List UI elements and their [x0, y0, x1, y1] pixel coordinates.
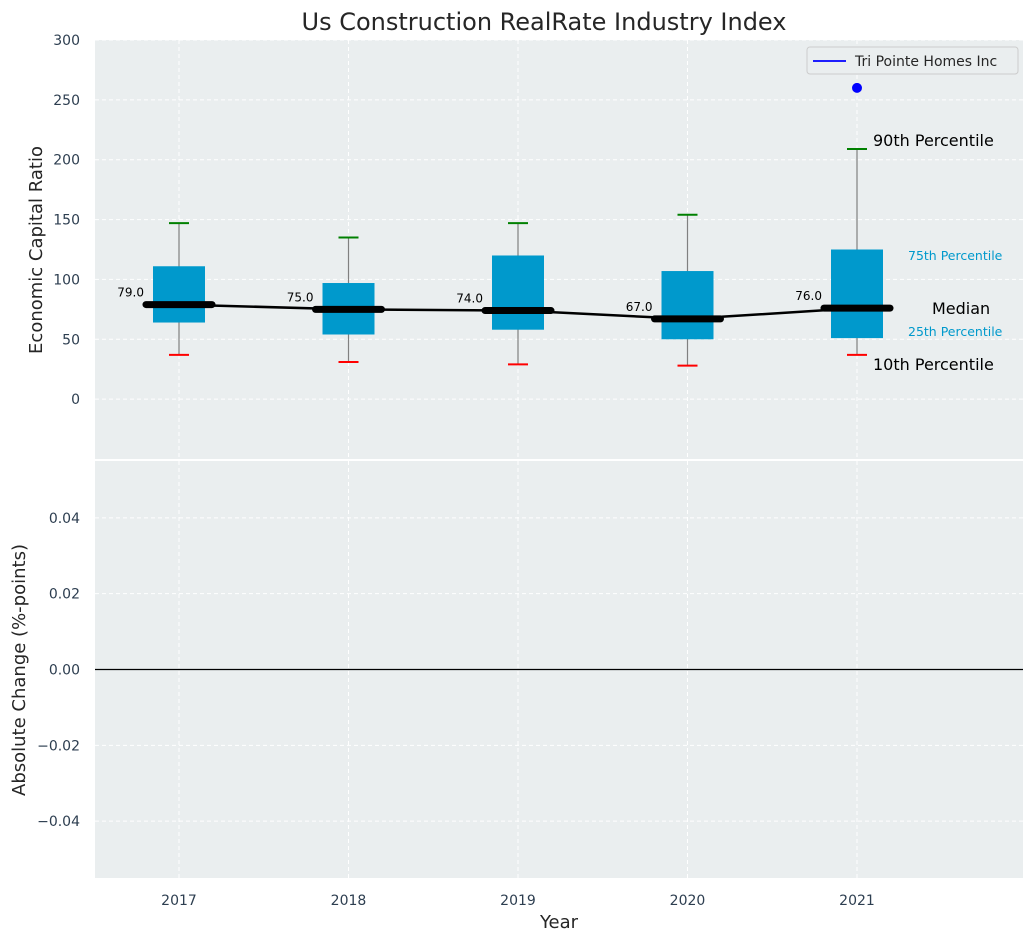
top-y-tick-label: 50 [62, 332, 80, 348]
iqr-box-2017 [153, 266, 205, 323]
bottom-y-tick-label: 0.00 [49, 663, 80, 679]
top-panel-background [95, 40, 1023, 459]
annotation-90th-percentile: 90th Percentile [873, 131, 994, 150]
annotation-10th-percentile: 10th Percentile [873, 355, 994, 374]
x-axis-ticks: 2017 2018 2019 2020 2021 [161, 893, 875, 909]
legend-box [806, 46, 1019, 75]
annotation-75th-percentile: 75th Percentile [908, 248, 1003, 263]
top-y-tick-label: 300 [53, 33, 80, 49]
bottom-y-tick-label: −0.04 [37, 814, 80, 830]
x-tick-label-2019: 2019 [500, 893, 536, 909]
company-point-2021 [852, 82, 862, 93]
median-value-label-2021: 76.0 [795, 289, 822, 303]
bottom-panel: 0.04 0.02 0.00 −0.02 −0.04 Absolute Change (… [9, 461, 1023, 878]
box-2021 [831, 147, 883, 356]
bottom-y-axis-title: Absolute Change (%-points) [9, 544, 30, 796]
top-y-tick-label: 0 [71, 392, 80, 408]
top-y-tick-label: 200 [53, 153, 80, 169]
annotation-25th-percentile: 25th Percentile [908, 324, 1003, 339]
chart-title: Us Construction RealRate Industry Index [302, 8, 787, 36]
x-tick-label-2017: 2017 [161, 893, 197, 909]
box-2020 [661, 213, 714, 367]
bottom-y-tick-label: 0.04 [49, 511, 80, 527]
top-panel-grid [95, 39, 1023, 459]
median-value-label-2020: 67.0 [626, 300, 653, 314]
x-tick-label-2021: 2021 [839, 893, 875, 909]
x-axis-title: Year [539, 912, 579, 933]
median-value-label-2018: 75.0 [287, 290, 314, 304]
median-value-label-2019: 74.0 [456, 292, 483, 306]
company-points [852, 82, 862, 93]
median-value-label-2017: 79.0 [117, 286, 144, 300]
iqr-box-2019 [492, 255, 544, 330]
bottom-y-tick-label: 0.02 [49, 587, 80, 603]
legend-label: Tri Pointe Homes Inc [854, 54, 997, 70]
top-y-tick-label: 100 [53, 272, 80, 288]
annotation-median: Median [932, 299, 990, 318]
top-y-tick-label: 150 [53, 213, 80, 229]
legend: Tri Pointe Homes Inc [806, 46, 1019, 75]
top-panel-y-ticks: 0 50 100 150 200 250 300 [53, 33, 80, 408]
x-tick-label-2020: 2020 [670, 893, 706, 909]
top-y-axis-title: Economic Capital Ratio [26, 146, 47, 354]
bottom-y-tick-label: −0.02 [37, 738, 80, 754]
bottom-panel-y-ticks: 0.04 0.02 0.00 −0.02 −0.04 [37, 511, 80, 830]
iqr-box-2021 [831, 249, 883, 339]
iqr-box-2020 [661, 271, 714, 340]
box-2019 [492, 222, 544, 366]
x-tick-label-2018: 2018 [331, 893, 367, 909]
box-2017 [153, 222, 205, 356]
top-y-tick-label: 250 [53, 93, 80, 109]
median-markers: 79.0 75.0 74.0 67.0 76.0 [117, 286, 894, 323]
